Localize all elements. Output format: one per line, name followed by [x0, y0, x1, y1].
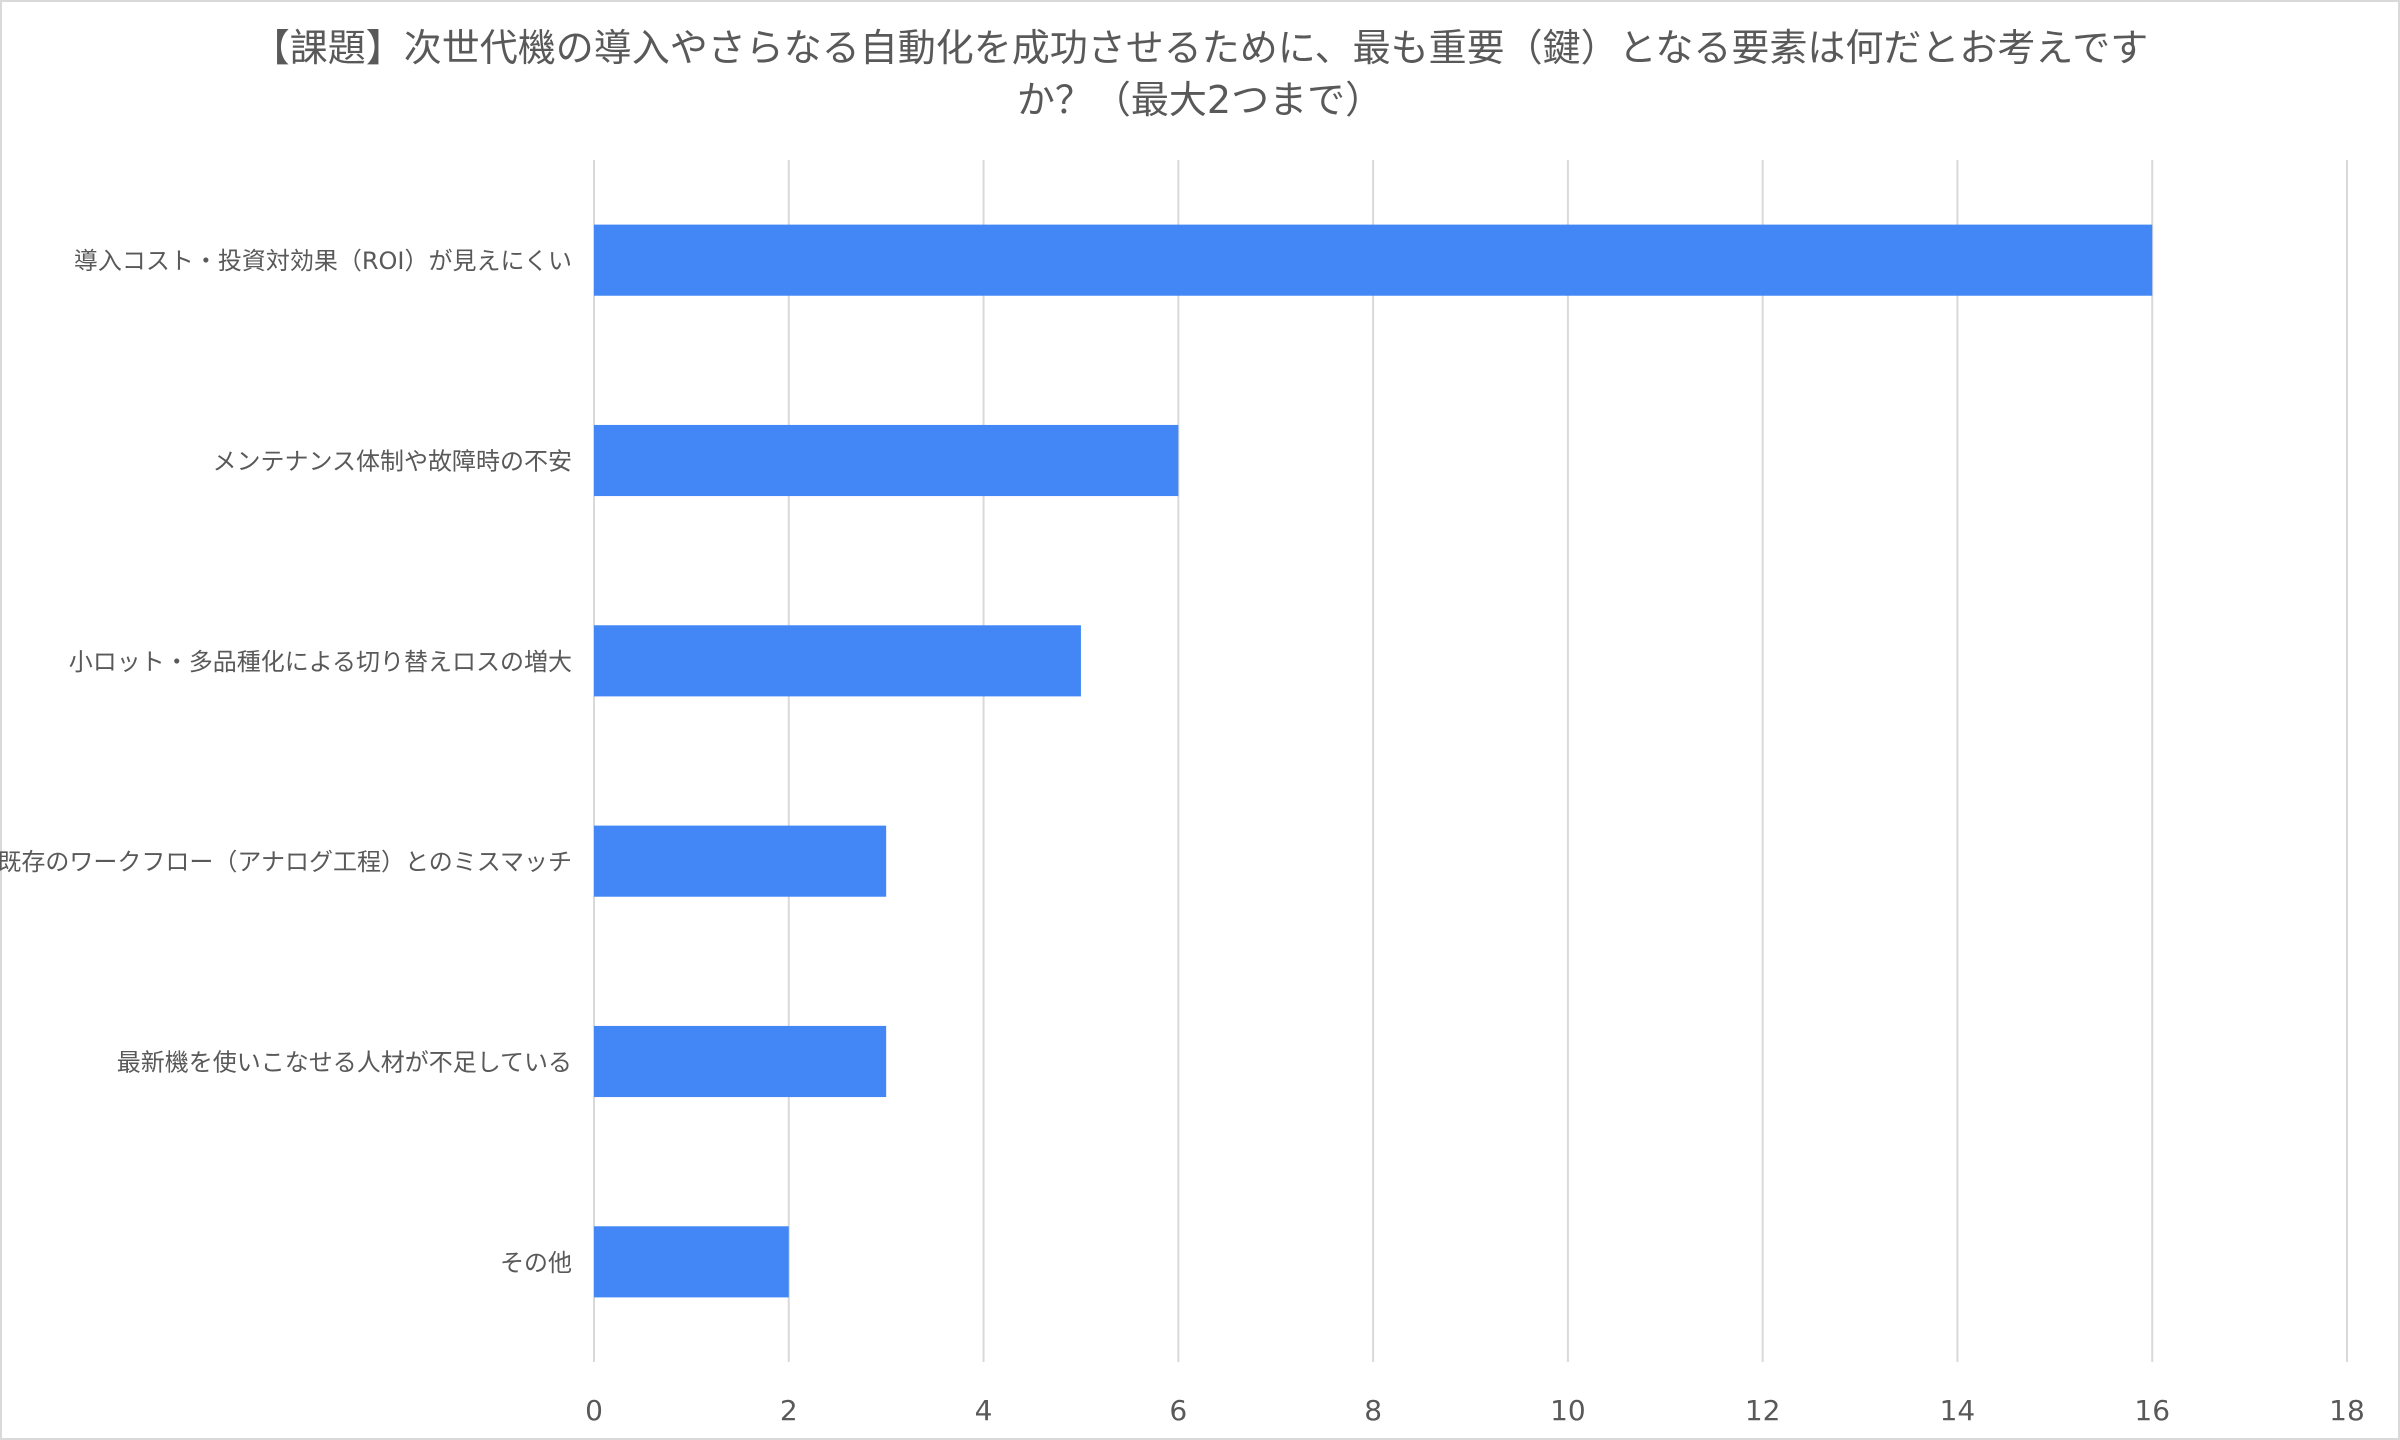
- category-labels: 導入コスト・投資対効果（ROI）が見えにくいメンテナンス体制や故障時の不安小ロッ…: [0, 247, 572, 1277]
- category-label-0: 導入コスト・投資対効果（ROI）が見えにくい: [74, 247, 572, 275]
- bar-0: [594, 224, 2153, 296]
- x-tick-label-8: 8: [1364, 1394, 1382, 1427]
- category-label-2: 小ロット・多品種化による切り替えロスの増大: [69, 648, 572, 676]
- x-tick-label-12: 12: [1745, 1394, 1781, 1427]
- chart-title: 【課題】次世代機の導入やさらなる自動化を成功させるために、最も重要（鍵）となる要…: [0, 22, 2400, 126]
- chart-title-line-2: か？（最大2つまで）: [1016, 78, 1384, 122]
- category-label-1: メンテナンス体制や故障時の不安: [212, 448, 572, 476]
- gridlines: [593, 160, 2348, 1362]
- x-tick-label-2: 2: [780, 1394, 798, 1427]
- bars: [594, 224, 2153, 1298]
- bar-2: [594, 625, 1081, 697]
- bar-3: [594, 825, 887, 897]
- bar-1: [594, 424, 1179, 497]
- category-label-4: 最新機を使いこなせる人材が不足している: [117, 1049, 572, 1077]
- bar-4: [594, 1025, 887, 1098]
- chart-title-line-1: 【課題】次世代機の導入やさらなる自動化を成功させるために、最も重要（鍵）となる要…: [251, 26, 2149, 70]
- x-tick-label-0: 0: [585, 1394, 603, 1427]
- x-tick-label-10: 10: [1550, 1394, 1586, 1427]
- category-label-3: 既存のワークフロー（アナログ工程）とのミスマッチ: [0, 848, 572, 876]
- bar-5: [594, 1226, 789, 1298]
- category-label-5: その他: [500, 1249, 572, 1277]
- x-tick-label-18: 18: [2329, 1394, 2365, 1427]
- x-axis-tick-labels: 0 2 4 6 8 10 12 14 16 18: [585, 1394, 2365, 1427]
- x-tick-label-6: 6: [1169, 1394, 1187, 1427]
- x-tick-label-14: 14: [1940, 1394, 1976, 1427]
- x-tick-label-4: 4: [975, 1394, 993, 1427]
- x-tick-label-16: 16: [2134, 1394, 2170, 1427]
